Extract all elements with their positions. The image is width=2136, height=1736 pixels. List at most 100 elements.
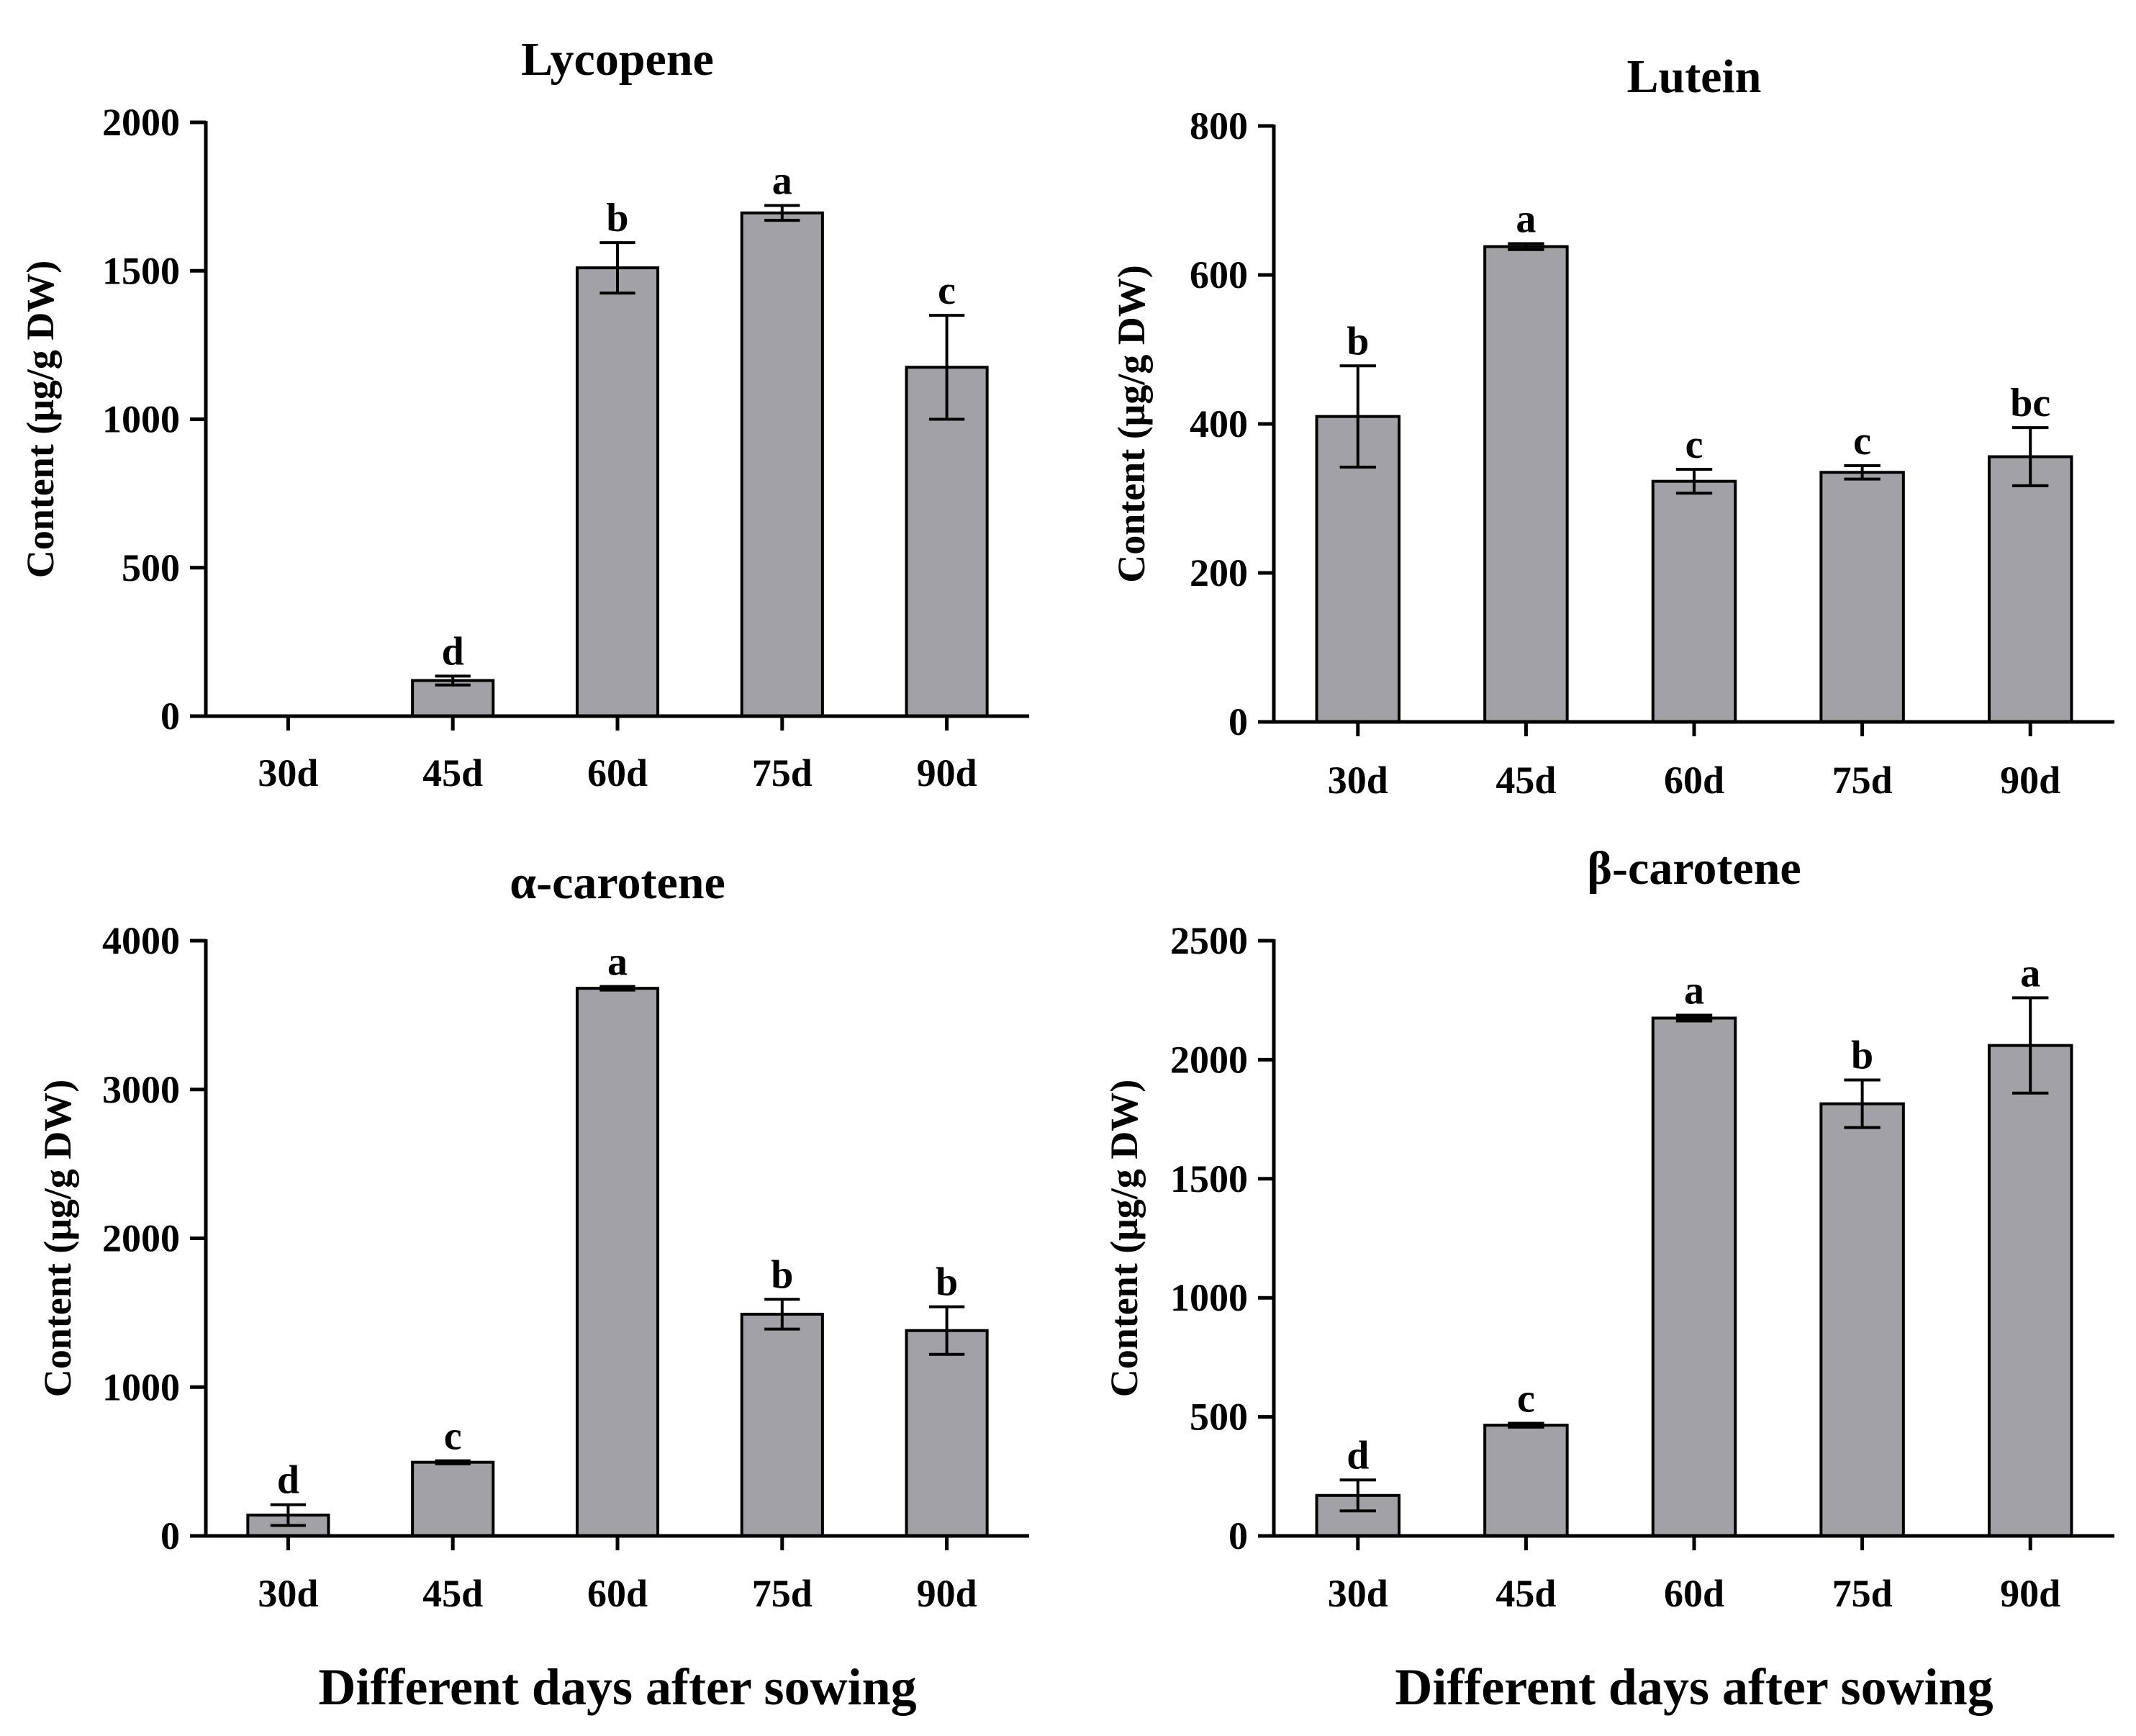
x-tick-label: 30d [258, 1572, 318, 1615]
y-tick-label: 2500 [1170, 919, 1248, 962]
error-bar-30d [270, 1503, 307, 1527]
bar-75d [1819, 471, 1905, 724]
y-axis-label: Content (μg/g DW) [1110, 265, 1153, 583]
bar-60d [575, 266, 660, 718]
significance-label: b [936, 1260, 958, 1305]
x-tick-label: 75d [752, 751, 813, 795]
significance-label: d [442, 629, 464, 674]
x-tick-label: 45d [422, 751, 483, 795]
x-tick-label: 60d [587, 1572, 648, 1615]
significance-label: b [606, 196, 628, 240]
significance-label: a [1684, 969, 1704, 1013]
significance-label: b [771, 1252, 793, 1297]
x-tick-label: 75d [1832, 759, 1893, 802]
x-tick-label: 90d [2000, 1572, 2060, 1615]
y-axis-label: Content (μg/g DW) [36, 1080, 79, 1398]
bar-75d [740, 1312, 824, 1537]
chart-title: α-carotene [510, 856, 725, 909]
significance-label: c [1853, 419, 1871, 464]
significance-label: a [2020, 951, 2040, 995]
error-bar-60d [599, 985, 635, 992]
bar-75d [1819, 1102, 1905, 1537]
error-bar-90d [928, 1305, 965, 1356]
significance-label: c [1517, 1377, 1535, 1421]
significance-label: d [1347, 1433, 1369, 1478]
bar-60d [1651, 1016, 1737, 1537]
y-axis-label: Content (μg/g DW) [1103, 1080, 1146, 1398]
error-bar-30d [1339, 1478, 1376, 1513]
y-tick-label: 2000 [1170, 1038, 1248, 1081]
chart-title: Lutein [1626, 50, 1761, 103]
x-tick-label: 60d [1664, 759, 1724, 802]
error-bar-60d [1675, 1013, 1713, 1023]
significance-label: bc [2010, 381, 2050, 425]
x-tick-label: 90d [2000, 759, 2060, 802]
x-tick-label: 45d [1495, 759, 1556, 802]
error-bar-60d [1675, 468, 1713, 495]
error-bar-45d [1508, 242, 1544, 251]
x-tick-label: 60d [1664, 1572, 1724, 1615]
error-bar-75d [764, 204, 800, 222]
error-bar-45d [435, 674, 471, 687]
y-tick-label: 500 [1190, 1396, 1248, 1439]
x-tick-label: 75d [1832, 1572, 1893, 1615]
error-bar-45d [1508, 1421, 1544, 1429]
y-tick-label: 1000 [1170, 1276, 1248, 1319]
significance-label: d [277, 1458, 299, 1503]
y-tick-label: 1000 [102, 1365, 180, 1409]
bar-60d [1651, 479, 1737, 723]
y-tick-label: 1000 [102, 398, 180, 441]
y-tick-label: 0 [1228, 700, 1248, 743]
x-tick-label: 30d [1328, 1572, 1388, 1615]
error-bar-75d [1844, 1078, 1881, 1129]
significance-label: a [1516, 197, 1536, 242]
bar-45d [1483, 245, 1569, 724]
y-tick-label: 1500 [1170, 1157, 1248, 1201]
x-tick-label: 90d [917, 1572, 977, 1615]
y-tick-label: 400 [1190, 402, 1248, 446]
significance-label: b [1347, 319, 1369, 363]
significance-label: b [1851, 1034, 1873, 1078]
significance-label: a [607, 940, 628, 985]
y-tick-label: 3000 [102, 1068, 180, 1111]
y-tick-label: 0 [160, 1514, 180, 1558]
y-tick-label: 2000 [102, 1217, 180, 1260]
error-bar-90d [2012, 426, 2049, 487]
error-bar-60d [599, 241, 635, 295]
x-tick-label: 45d [422, 1572, 483, 1615]
significance-label: a [772, 159, 792, 204]
x-tick-label: 30d [258, 751, 318, 795]
y-tick-label: 0 [160, 695, 180, 738]
chart-panel-1: Lycopene 30d d 45d b 60d a 75d c 90d 0 500 1000 1500 2… [19, 33, 1029, 795]
error-bar-30d [1339, 364, 1376, 469]
bar-90d [1987, 455, 2073, 723]
x-tick-label: 90d [917, 751, 977, 795]
chart-panel-2: Lutein b 30d a 45d c 60d c 75d bc 90d 0 200 400 600 800… [1110, 50, 2114, 802]
bar-45d [1483, 1424, 1569, 1537]
x-tick-label: 30d [1328, 759, 1388, 802]
bar-60d [575, 987, 660, 1538]
chart-panel-4: β-carotene d 30d c 45d a 60d b 75d a 90d 0 500 1000 15… [1103, 842, 2114, 1716]
significance-label: c [1685, 422, 1703, 467]
x-axis-label: Different days after sowing [1395, 1658, 1993, 1716]
error-bar-75d [764, 1298, 800, 1331]
chart-title: Lycopene [521, 33, 714, 86]
x-tick-label: 45d [1495, 1572, 1556, 1615]
y-tick-label: 2000 [102, 101, 180, 144]
chart-panel-3: α-carotene d 30d c 45d a 60d b 75d b 90d 0 1000 2000 3… [36, 856, 1029, 1716]
error-bar-45d [435, 1459, 471, 1465]
error-bar-75d [1844, 464, 1881, 481]
bar-90d [1987, 1044, 2073, 1537]
y-axis-label: Content (μg/g DW) [19, 261, 62, 579]
x-axis-label: Different days after sowing [318, 1658, 916, 1716]
error-bar-90d [2012, 996, 2049, 1095]
y-tick-label: 800 [1190, 104, 1248, 148]
chart-title: β-carotene [1587, 842, 1801, 895]
bar-75d [740, 211, 824, 718]
y-tick-label: 0 [1228, 1514, 1248, 1558]
y-tick-label: 500 [122, 546, 180, 589]
significance-label: c [938, 268, 956, 313]
x-tick-label: 60d [587, 751, 648, 795]
